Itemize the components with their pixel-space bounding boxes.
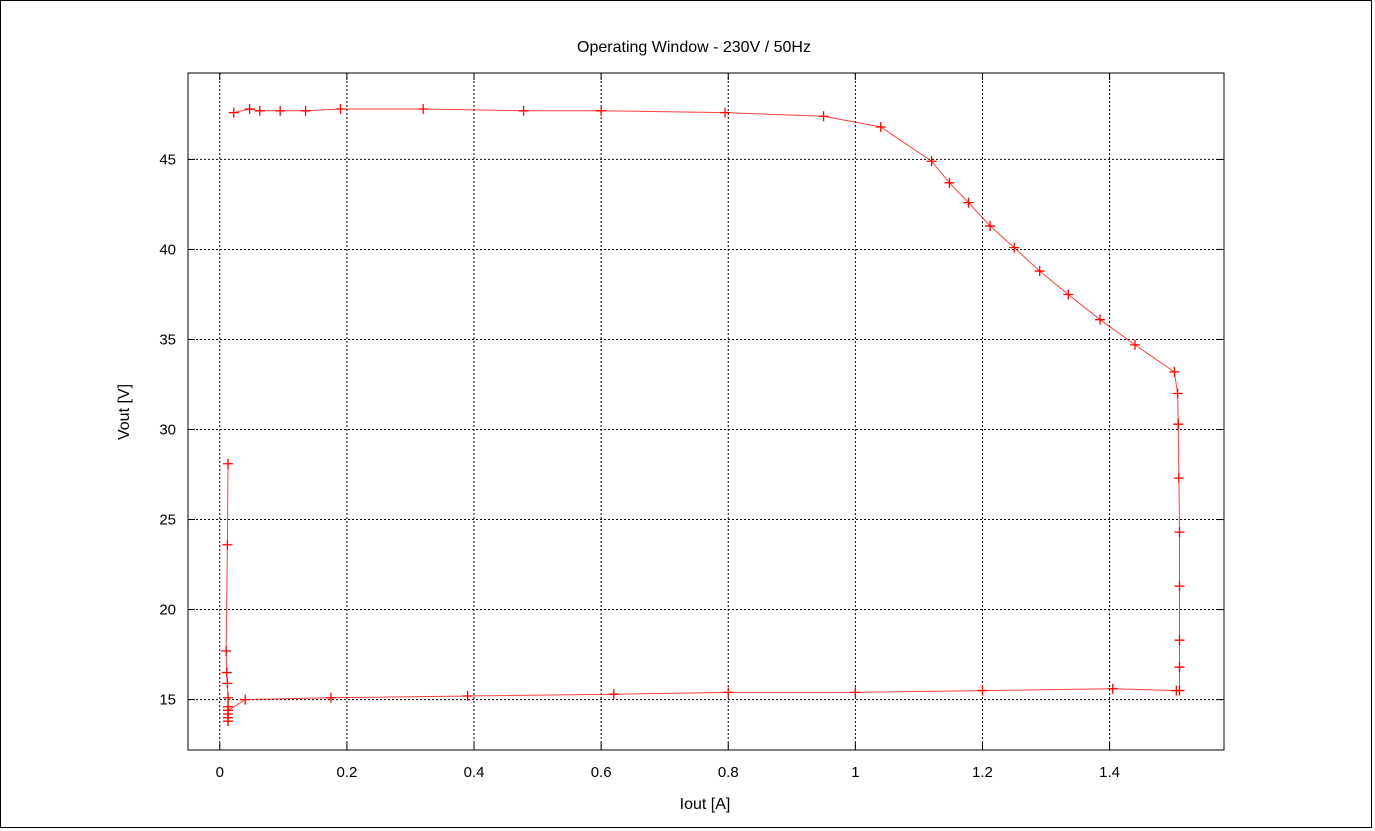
data-point	[221, 667, 232, 678]
data-point	[223, 458, 234, 469]
series-layer	[221, 104, 1185, 727]
y-tick-label: 40	[159, 241, 176, 258]
data-point	[222, 539, 233, 550]
data-point	[418, 104, 429, 115]
data-point	[723, 687, 734, 698]
data-point	[222, 678, 233, 689]
data-point	[1107, 683, 1118, 694]
data-point	[850, 687, 861, 698]
y-axis-title: Vout [V]	[116, 384, 133, 440]
data-point	[1130, 339, 1141, 350]
series-line	[225, 108, 1180, 722]
x-tick-label: 0.4	[464, 764, 485, 781]
x-tick-label: 0.2	[336, 764, 357, 781]
x-tick-label: 0.6	[591, 764, 612, 781]
x-tick-label: 0	[216, 764, 224, 781]
y-tick-label: 25	[159, 512, 176, 529]
data-point	[275, 105, 286, 116]
plot-area-border	[187, 72, 1225, 751]
data-point	[1172, 388, 1183, 399]
data-point	[1174, 635, 1185, 646]
y-tick-label: 45	[159, 151, 176, 168]
data-point	[326, 692, 337, 703]
data-point	[1174, 527, 1185, 538]
y-tick-label: 35	[159, 331, 176, 348]
data-point	[221, 645, 232, 656]
data-point	[223, 716, 234, 727]
data-point	[1034, 266, 1045, 277]
data-point	[1174, 685, 1185, 696]
x-tick-label: 1.2	[972, 764, 993, 781]
y-axis-ticks: 15 20 25 30 35 40 45	[159, 151, 1224, 709]
data-point	[240, 694, 251, 705]
data-point	[335, 104, 346, 115]
data-point	[1174, 581, 1185, 592]
data-point	[1173, 473, 1184, 484]
data-point	[300, 105, 311, 116]
data-point	[963, 197, 974, 208]
data-point	[223, 705, 234, 716]
data-point	[926, 156, 937, 167]
data-point	[1009, 242, 1020, 253]
data-point	[228, 107, 239, 118]
x-axis-ticks: 0 0.2 0.4 0.6 0.8 1 1.2 1.4	[216, 73, 1120, 781]
data-point	[1169, 366, 1180, 377]
x-axis-title: Iout [A]	[680, 796, 731, 813]
data-point	[596, 105, 607, 116]
data-point	[1173, 419, 1184, 430]
y-tick-label: 15	[159, 692, 176, 709]
data-point	[223, 692, 234, 703]
data-point	[720, 107, 731, 118]
data-point	[462, 690, 473, 701]
x-tick-label: 1.4	[1099, 764, 1120, 781]
data-point	[254, 105, 265, 116]
data-point	[1063, 289, 1074, 300]
x-tick-label: 1	[851, 764, 859, 781]
data-point	[818, 111, 829, 122]
data-point	[244, 104, 255, 115]
x-tick-label: 0.8	[718, 764, 739, 781]
data-point	[977, 685, 988, 696]
data-point	[1174, 662, 1185, 673]
data-point	[518, 105, 529, 116]
y-tick-label: 30	[159, 422, 176, 439]
data-point	[944, 177, 955, 188]
chart-title: Operating Window - 230V / 50Hz	[577, 39, 811, 56]
grid-layer	[188, 73, 1224, 750]
data-point	[875, 122, 886, 133]
y-tick-label: 20	[159, 602, 176, 619]
data-point	[1095, 314, 1106, 325]
data-point	[608, 689, 619, 700]
data-point	[985, 221, 996, 232]
